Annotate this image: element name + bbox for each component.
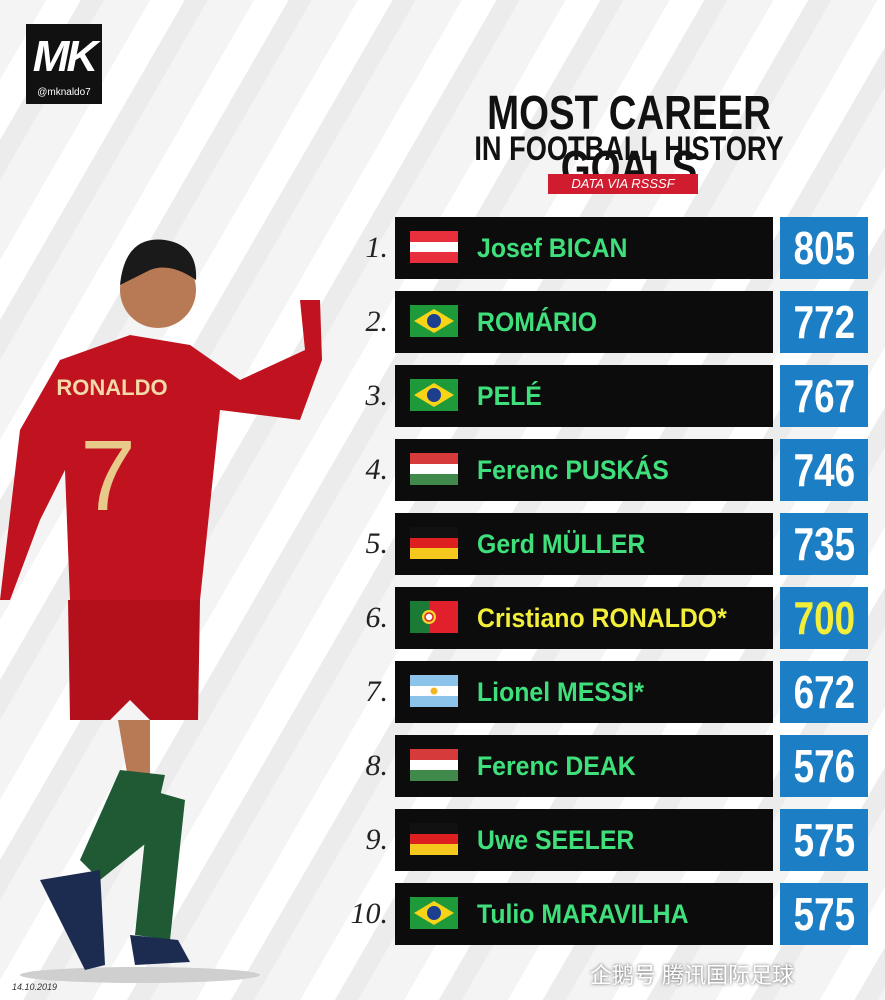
flag <box>410 231 458 263</box>
flag <box>410 453 458 485</box>
name-bar: Josef BICAN <box>395 217 773 279</box>
rank: 3. <box>365 379 389 412</box>
table-row: 3. PELÉ 767 <box>350 365 870 427</box>
rank: 9. <box>365 823 389 856</box>
player-name: PELÉ <box>477 381 542 411</box>
goals: 672 <box>793 666 855 718</box>
goals-box: 772 <box>780 291 868 353</box>
table-row: 4. Ferenc PUSKÁS 746 <box>350 439 870 501</box>
goals-box: 767 <box>780 365 868 427</box>
source: DATA VIA RSSSF <box>548 174 698 194</box>
goals-box: 805 <box>780 217 868 279</box>
watermark: 企鹅号 腾讯国际足球 <box>590 963 795 988</box>
date: 14.10.2019 <box>12 982 58 992</box>
logo-text: MK <box>32 32 98 81</box>
rank: 2. <box>365 305 389 338</box>
player-name: Uwe SEELER <box>477 825 635 855</box>
goals: 746 <box>793 444 855 496</box>
goals: 735 <box>793 518 855 570</box>
goals: 700 <box>793 592 855 644</box>
flag <box>410 823 458 855</box>
rank: 1. <box>365 231 389 264</box>
rank: 7. <box>365 675 389 708</box>
player-name: Josef BICAN <box>477 233 628 263</box>
handle: @mknaldo7 <box>37 87 91 98</box>
rank: 5. <box>365 527 389 560</box>
goals-box: 575 <box>780 883 868 945</box>
goals-box: 735 <box>780 513 868 575</box>
player-name: ROMÁRIO <box>477 307 598 337</box>
name-bar: Ferenc PUSKÁS <box>395 439 773 501</box>
table-row: 5. Gerd MÜLLER 735 <box>350 513 870 575</box>
goals: 575 <box>793 888 855 940</box>
shirt-number: 7 <box>80 420 136 532</box>
goals-box: 576 <box>780 735 868 797</box>
flag <box>410 675 458 707</box>
player-photo: RONALDO 7 <box>0 239 322 983</box>
goals: 576 <box>793 740 855 792</box>
player-name: Gerd MÜLLER <box>477 529 646 559</box>
name-bar: Tulio MARAVILHA <box>395 883 773 945</box>
rank: 10. <box>350 897 389 930</box>
logo: MK @mknaldo7 <box>26 24 102 104</box>
player-name: Ferenc PUSKÁS <box>477 455 669 485</box>
goals-box: 746 <box>780 439 868 501</box>
table-row: 9. Uwe SEELER 575 <box>350 809 870 871</box>
goals-box: 575 <box>780 809 868 871</box>
flag <box>410 379 458 411</box>
flag <box>410 305 458 337</box>
flag <box>410 527 458 559</box>
table-row: 1. Josef BICAN 805 <box>350 217 870 279</box>
goals-box: 672 <box>780 661 868 723</box>
goals: 772 <box>793 296 855 348</box>
subtitle: IN FOOTBALL HISTORY <box>474 130 784 168</box>
name-bar: Lionel MESSI* <box>395 661 773 723</box>
rank: 8. <box>365 749 389 782</box>
flag <box>410 897 458 929</box>
table-row: 6. Cristiano RONALDO* 700 <box>350 587 870 649</box>
name-bar: Uwe SEELER <box>395 809 773 871</box>
shirt-name: RONALDO <box>56 375 167 400</box>
rank: 6. <box>365 601 389 634</box>
name-bar: PELÉ <box>395 365 773 427</box>
table-row: 10. Tulio MARAVILHA 575 <box>350 883 870 945</box>
table-row: 8. Ferenc DEAK 576 <box>350 735 870 797</box>
goals: 575 <box>793 814 855 866</box>
name-bar: Gerd MÜLLER <box>395 513 773 575</box>
name-bar: Ferenc DEAK <box>395 735 773 797</box>
goals: 767 <box>793 370 855 422</box>
table-row: 2. ROMÁRIO 772 <box>350 291 870 353</box>
name-bar: Cristiano RONALDO* <box>395 587 773 649</box>
goals: 805 <box>793 222 855 274</box>
player-name: Cristiano RONALDO* <box>477 603 727 633</box>
table-row: 7. Lionel MESSI* 672 <box>350 661 870 723</box>
goals-box: 700 <box>780 587 868 649</box>
flag <box>410 601 458 633</box>
name-bar: ROMÁRIO <box>395 291 773 353</box>
player-name: Tulio MARAVILHA <box>477 899 689 929</box>
player-name: Ferenc DEAK <box>477 751 636 781</box>
player-name: Lionel MESSI* <box>477 677 645 707</box>
flag <box>410 749 458 781</box>
rank: 4. <box>365 453 389 486</box>
